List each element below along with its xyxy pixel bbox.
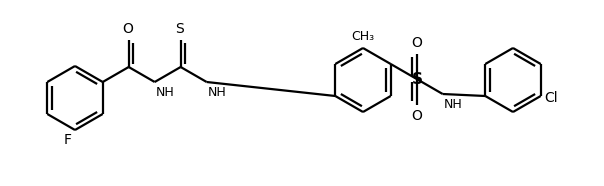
Text: NH: NH (208, 86, 226, 99)
Text: Cl: Cl (545, 91, 558, 105)
Text: O: O (411, 108, 422, 123)
Text: O: O (411, 36, 422, 49)
Text: NH: NH (444, 98, 463, 111)
Text: S: S (175, 22, 184, 36)
Text: F: F (64, 133, 72, 147)
Text: S: S (412, 71, 423, 86)
Text: CH₃: CH₃ (352, 30, 374, 43)
Text: O: O (122, 22, 133, 36)
Text: NH: NH (156, 86, 175, 99)
